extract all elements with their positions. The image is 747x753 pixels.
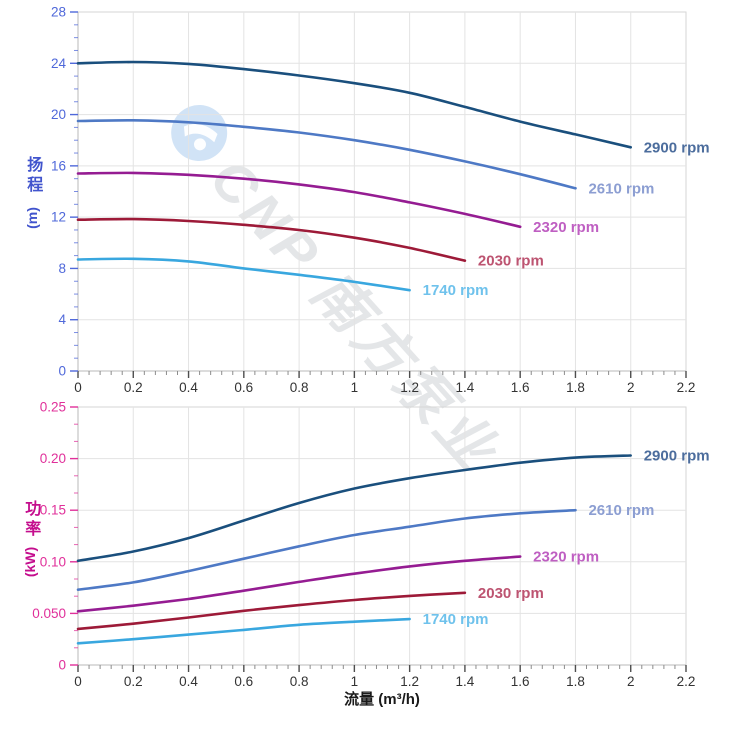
head-chart-x-tick-label: 0.6 xyxy=(234,380,253,395)
head-chart-y-tick-label: 16 xyxy=(51,158,66,173)
curve-label-2320-power-chart: 2320 rpm xyxy=(533,549,599,566)
head-chart-y-axis: 0 4 8 12 16 20 24 28 xyxy=(51,5,78,379)
head-chart-x-tick-label: 1 xyxy=(351,380,359,395)
head-chart-x-tick-label: 2.2 xyxy=(677,380,696,395)
curve-2030-head-chart xyxy=(76,217,467,262)
curve-label-2900-power-chart: 2900 rpm xyxy=(644,448,710,465)
head-chart-x-tick-label: 0.4 xyxy=(179,380,198,395)
head-chart-x-tick-label: 0 xyxy=(74,380,82,395)
head-chart-x-tick-label: 1.6 xyxy=(511,380,530,395)
power-axis-title-unit: (kW) xyxy=(21,546,38,578)
power-chart-x-tick-label: 2 xyxy=(627,674,635,689)
power-chart-x-axis: 0 0.2 0.4 0.6 0.8 1 1.2 1.4 1.6 1.8 2 2.2 xyxy=(74,665,695,689)
power-chart-x-tick-label: 2.2 xyxy=(677,674,696,689)
power-chart-x-tick-label: 0.4 xyxy=(179,674,198,689)
curve-label-2610-power-chart: 2610 rpm xyxy=(588,502,654,519)
power-chart: 0 0.2 0.4 0.6 0.8 1 1.2 1.4 1.6 1.8 2 2.2 0 0.050 0.10… xyxy=(32,400,709,690)
power-chart-x-tick-label: 1.4 xyxy=(456,674,475,689)
curve-label-2610-head-chart: 2610 rpm xyxy=(588,180,654,197)
power-chart-x-tick-label: 1.6 xyxy=(511,674,530,689)
power-axis-title: 功率 (kW) xyxy=(12,500,48,577)
power-chart-grid xyxy=(78,407,686,665)
curve-label-2030-head-chart: 2030 rpm xyxy=(478,253,544,270)
curve-2610-power-chart xyxy=(76,508,577,591)
power-chart-x-tick-label: 1.8 xyxy=(566,674,585,689)
curve-1740-power-chart xyxy=(76,617,411,645)
power-axis-title-cn: 功率 xyxy=(22,500,40,540)
power-chart-x-tick-label: 0.8 xyxy=(290,674,309,689)
head-chart-y-tick-label: 12 xyxy=(51,210,66,225)
head-chart-y-tick-label: 28 xyxy=(51,5,66,20)
power-chart-y-tick-label: 0 xyxy=(58,658,66,673)
head-chart-y-tick-label: 24 xyxy=(51,56,67,71)
curve-2320-power-chart xyxy=(76,555,522,613)
curve-label-1740-head-chart: 1740 rpm xyxy=(423,282,489,299)
head-chart: 0 0.2 0.4 0.6 0.8 1 1.2 1.4 1.6 1.8 2 2.2 0 4 8 12 16 20 2… xyxy=(51,5,710,396)
head-chart-y-tick-label: 0 xyxy=(58,364,66,379)
curve-label-1740-power-chart: 1740 rpm xyxy=(423,611,489,628)
head-axis-title: 扬程 (m) xyxy=(14,156,50,229)
head-axis-title-unit: (m) xyxy=(24,207,40,229)
head-chart-x-axis: 0 0.2 0.4 0.6 0.8 1 1.2 1.4 1.6 1.8 2 2.2 xyxy=(74,371,695,395)
power-chart-border xyxy=(77,406,687,666)
curve-2900-head-chart xyxy=(76,60,632,149)
head-chart-x-tick-label: 0.2 xyxy=(124,380,143,395)
power-chart-y-tick-label: 0.15 xyxy=(40,503,66,518)
head-axis-title-cn: 扬程 xyxy=(24,156,42,196)
head-chart-x-tick-label: 1.8 xyxy=(566,380,585,395)
curve-2320-head-chart xyxy=(76,171,522,229)
curve-2900-power-chart xyxy=(76,454,632,563)
power-chart-x-tick-label: 1.2 xyxy=(400,674,419,689)
x-axis-title: 流量 (m³/h) xyxy=(344,691,420,708)
head-chart-y-tick-label: 20 xyxy=(51,107,66,122)
curve-label-2320-head-chart: 2320 rpm xyxy=(533,219,599,236)
power-chart-x-tick-label: 0 xyxy=(74,674,82,689)
power-chart-x-tick-label: 1 xyxy=(351,674,359,689)
head-chart-grid xyxy=(78,12,686,371)
power-chart-y-axis: 0 0.050 0.10 0.15 0.20 0.25 xyxy=(32,400,78,673)
head-chart-y-tick-label: 4 xyxy=(58,312,66,327)
power-chart-y-tick-label: 0.25 xyxy=(40,400,66,415)
curve-2610-head-chart xyxy=(76,118,577,190)
curve-1740-head-chart xyxy=(76,257,411,292)
power-chart-x-tick-label: 0.6 xyxy=(234,674,253,689)
head-chart-x-tick-label: 2 xyxy=(627,380,635,395)
power-chart-y-tick-label: 0.20 xyxy=(40,451,66,466)
head-chart-x-tick-label: 1.2 xyxy=(400,380,419,395)
curve-2030-power-chart xyxy=(76,591,467,631)
power-chart-y-tick-label: 0.10 xyxy=(40,554,66,569)
power-chart-y-tick-label: 0.050 xyxy=(32,606,66,621)
power-chart-x-tick-label: 0.2 xyxy=(124,674,143,689)
head-chart-x-tick-label: 0.8 xyxy=(290,380,309,395)
head-chart-x-tick-label: 1.4 xyxy=(456,380,475,395)
head-chart-y-tick-label: 8 xyxy=(58,261,66,276)
curve-label-2030-power-chart: 2030 rpm xyxy=(478,585,544,602)
curve-label-2900-head-chart: 2900 rpm xyxy=(644,139,710,156)
